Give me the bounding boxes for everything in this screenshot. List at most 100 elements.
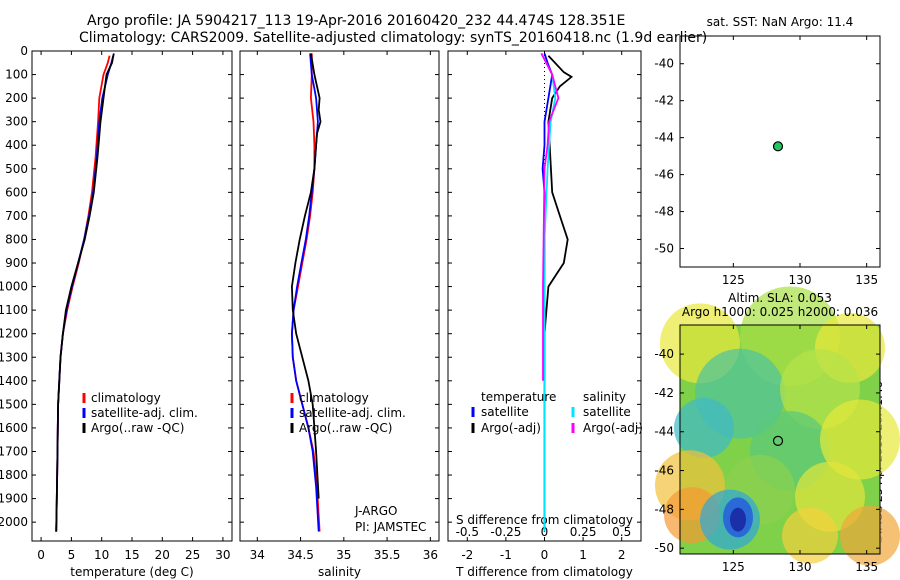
difference-xlabel: T difference from climatology <box>455 565 633 579</box>
ytick-label: 800 <box>5 232 28 246</box>
temperature-frame <box>31 50 233 542</box>
location-ytick-label: -48 <box>654 205 674 219</box>
sla_map-ytick-label: -46 <box>654 464 674 478</box>
ytick-label: 300 <box>5 115 28 129</box>
annotation-text: J-ARGO <box>354 504 397 518</box>
sla_map-ytick-label: -44 <box>654 425 674 439</box>
location-xtick-label: 135 <box>855 273 878 287</box>
salinity-xtick-label: 34.5 <box>287 548 314 562</box>
legend-title: salinity <box>583 390 626 404</box>
ytick-label: 1400 <box>0 374 28 388</box>
location-frame <box>679 35 881 268</box>
salinity-xtick-label: 35 <box>336 548 351 562</box>
ytick-label: 1800 <box>0 468 28 482</box>
series-line <box>540 52 560 381</box>
temperature-xtick-label: 10 <box>94 548 109 562</box>
sla_map-xtick-label: 125 <box>722 560 745 574</box>
temperature-xtick-label: 0 <box>37 548 45 562</box>
sla_map-ytick-label: -40 <box>654 347 674 361</box>
series-line <box>540 52 557 532</box>
profile-location-marker <box>772 435 784 446</box>
legend-label: climatology <box>299 391 369 405</box>
difference-xtick-label: 2 <box>618 548 626 562</box>
difference-xtick-label: 1 <box>579 548 587 562</box>
difference-xtick-label: -2 <box>461 548 473 562</box>
location-xtick-label: 130 <box>789 273 812 287</box>
salinity-xtick-label: 36 <box>423 548 438 562</box>
series-line <box>55 55 115 532</box>
salinity-xlabel: salinity <box>318 565 361 579</box>
location-ytick-label: -44 <box>654 131 674 145</box>
temperature-xtick-label: 20 <box>155 548 170 562</box>
sla_map-xtick-label: 135 <box>855 560 878 574</box>
legend-label: Argo(-adj) <box>583 421 643 435</box>
ytick-label: 500 <box>5 162 28 176</box>
top-xtick-label: 0 <box>541 525 549 539</box>
top-xtick-label: 0.25 <box>570 525 597 539</box>
sla_map-ytick-label: -50 <box>654 541 674 555</box>
sla-subtitle: Argo h1000: 0.025 h2000: 0.036 <box>682 305 878 319</box>
ytick-label: 0 <box>20 44 28 58</box>
legend-label: climatology <box>91 391 161 405</box>
legend-label: Argo(..raw -QC) <box>299 421 392 435</box>
top-xtick-label: -0.25 <box>490 525 521 539</box>
ytick-label: 600 <box>5 185 28 199</box>
location-ytick-label: -46 <box>654 168 674 182</box>
series-line <box>543 55 574 381</box>
heatmap-cell <box>782 507 838 564</box>
series-line <box>55 55 111 532</box>
location-ytick-label: -40 <box>654 57 674 71</box>
ytick-label: 1900 <box>0 492 28 506</box>
salinity-frame <box>239 50 440 542</box>
legend-label: satellite-adj. clim. <box>299 406 406 420</box>
temperature-xlabel: temperature (deg C) <box>70 565 193 579</box>
ytick-label: 700 <box>5 209 28 223</box>
ytick-label: 1200 <box>0 327 28 341</box>
sla_map-ytick-label: -42 <box>654 386 674 400</box>
difference-xtick-label: -1 <box>500 548 512 562</box>
ytick-label: 100 <box>5 68 28 82</box>
sla-title: Altim. SLA: 0.053 <box>728 291 832 305</box>
temperature-xtick-label: 15 <box>124 548 139 562</box>
ytick-label: 2000 <box>0 515 28 529</box>
sla_map-xtick-label: 130 <box>789 560 812 574</box>
ytick-label: 1000 <box>0 280 28 294</box>
profile-title: Argo profile: JA 5904217_113 19-Apr-2016… <box>87 13 626 29</box>
temperature-xtick-label: 30 <box>215 548 230 562</box>
top-xtick-label: 0.5 <box>612 525 631 539</box>
ytick-label: 1700 <box>0 444 28 458</box>
location-title: sat. SST: NaN Argo: 11.4 <box>707 15 854 29</box>
climatology-title: Climatology: CARS2009. Satellite-adjuste… <box>79 30 708 46</box>
legend-label: satellite-adj. clim. <box>91 406 198 420</box>
sla_map-ytick-label: -48 <box>654 502 674 516</box>
ytick-label: 400 <box>5 138 28 152</box>
location-xtick-label: 125 <box>722 273 745 287</box>
legend-label: Argo(-adj) <box>481 421 541 435</box>
heatmap-cell <box>840 505 900 566</box>
temperature-xtick-label: 5 <box>68 548 76 562</box>
top-xtick-label: -0.5 <box>456 525 479 539</box>
series-line <box>55 53 115 532</box>
ytick-label: 900 <box>5 256 28 270</box>
difference-xtick-label: 0 <box>541 548 549 562</box>
salinity-xtick-label: 35.5 <box>374 548 401 562</box>
annotation-text: PI: JAMSTEC <box>355 520 426 534</box>
salinity-xtick-label: 34 <box>250 548 265 562</box>
sla_map-frame <box>679 324 881 555</box>
ytick-label: 1300 <box>0 350 28 364</box>
profile-location-marker <box>772 141 784 152</box>
legend-label: satellite <box>583 405 631 419</box>
series-line <box>290 53 320 532</box>
heatmap-cell <box>674 398 734 459</box>
series-line <box>290 53 322 499</box>
ytick-label: 200 <box>5 91 28 105</box>
ytick-label: 1100 <box>0 303 28 317</box>
legend-label: Argo(..raw -QC) <box>91 421 184 435</box>
ytick-label: 1500 <box>0 397 28 411</box>
ytick-label: 1600 <box>0 421 28 435</box>
temperature-xtick-label: 25 <box>185 548 200 562</box>
location-ytick-label: -42 <box>654 94 674 108</box>
legend-title: temperature <box>481 390 556 404</box>
legend-label: satellite <box>481 405 529 419</box>
